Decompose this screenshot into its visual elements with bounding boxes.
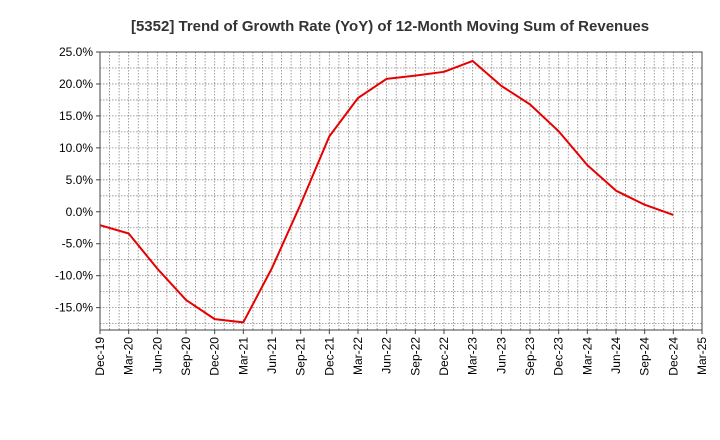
y-tick-label: -10.0% [55, 269, 93, 283]
y-tick-label: -5.0% [62, 237, 94, 251]
x-tick-label: Jun-24 [609, 337, 623, 374]
horizontal-gridlines [100, 67, 702, 325]
y-tick-label: -15.0% [55, 301, 93, 315]
x-tick-label: Mar-24 [580, 337, 594, 375]
x-tick-label: Mar-21 [236, 337, 250, 375]
plot-border [99, 51, 703, 331]
y-tick-label: 0.0% [66, 205, 94, 219]
y-tick-label: 5.0% [66, 173, 94, 187]
vertical-gridlines [109, 52, 693, 330]
x-tick-label: Jun-20 [150, 337, 164, 374]
plot-background [100, 52, 702, 330]
x-tick-label: Dec-24 [666, 337, 680, 376]
y-tick-label: 20.0% [59, 77, 93, 91]
x-tick-label: Sep-23 [523, 337, 537, 376]
x-tick-label: Mar-22 [351, 337, 365, 375]
y-tick-label: 15.0% [59, 109, 93, 123]
x-tick-label: Sep-21 [294, 337, 308, 376]
x-axis-ticks: Dec-19 Mar-20 Jun-20 Sep-20 Dec-20 Mar-21 Jun-… [93, 330, 709, 376]
chart-title: [5352] Trend of Growth Rate (YoY) of 12-… [131, 18, 649, 35]
x-tick-label: Jun-21 [265, 337, 279, 374]
x-tick-label: Jun-22 [380, 337, 394, 374]
x-tick-label: Mar-20 [122, 337, 136, 375]
x-tick-label: Sep-24 [638, 337, 652, 376]
x-tick-label: Dec-22 [437, 337, 451, 376]
x-tick-label: Mar-23 [466, 337, 480, 375]
x-tick-label: Sep-22 [408, 337, 422, 376]
y-tick-label: 25.0% [59, 45, 93, 59]
plot-frame [99, 51, 703, 331]
x-tick-label: Sep-20 [179, 337, 193, 376]
x-tick-label: Dec-21 [322, 337, 336, 376]
x-tick-label: Jun-23 [494, 337, 508, 374]
x-tick-label: Mar-25 [695, 337, 709, 375]
x-tick-label: Dec-19 [93, 337, 107, 376]
y-axis-ticks: 25.0% 20.0% 15.0% 10.0% 5.0% 0.0% -5.0% -10.0% -… [55, 45, 100, 315]
y-tick-label: 10.0% [59, 141, 93, 155]
plot-area [100, 52, 702, 330]
x-tick-label: Dec-23 [552, 337, 566, 376]
series-group [99, 59, 674, 324]
x-tick-label: Dec-20 [208, 337, 222, 376]
